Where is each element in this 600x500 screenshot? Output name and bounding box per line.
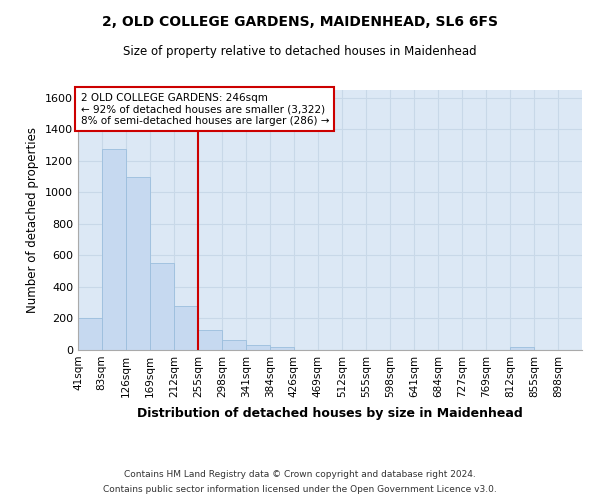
Bar: [510, 347, 534, 350]
Bar: [198, 330, 222, 350]
Bar: [270, 347, 293, 350]
Bar: [125, 176, 149, 350]
Text: 2 OLD COLLEGE GARDENS: 246sqm
← 92% of detached houses are smaller (3,322)
8% of: 2 OLD COLLEGE GARDENS: 246sqm ← 92% of d…: [80, 92, 329, 126]
Text: 2, OLD COLLEGE GARDENS, MAIDENHEAD, SL6 6FS: 2, OLD COLLEGE GARDENS, MAIDENHEAD, SL6 …: [102, 15, 498, 29]
Y-axis label: Number of detached properties: Number of detached properties: [26, 127, 40, 313]
Bar: [78, 318, 101, 350]
Bar: [101, 149, 125, 350]
Bar: [174, 306, 198, 350]
Text: Distribution of detached houses by size in Maidenhead: Distribution of detached houses by size …: [137, 408, 523, 420]
Text: Contains public sector information licensed under the Open Government Licence v3: Contains public sector information licen…: [103, 485, 497, 494]
Bar: [222, 340, 246, 350]
Bar: [246, 346, 270, 350]
Bar: [149, 264, 174, 350]
Text: Size of property relative to detached houses in Maidenhead: Size of property relative to detached ho…: [123, 45, 477, 58]
Text: Contains HM Land Registry data © Crown copyright and database right 2024.: Contains HM Land Registry data © Crown c…: [124, 470, 476, 479]
